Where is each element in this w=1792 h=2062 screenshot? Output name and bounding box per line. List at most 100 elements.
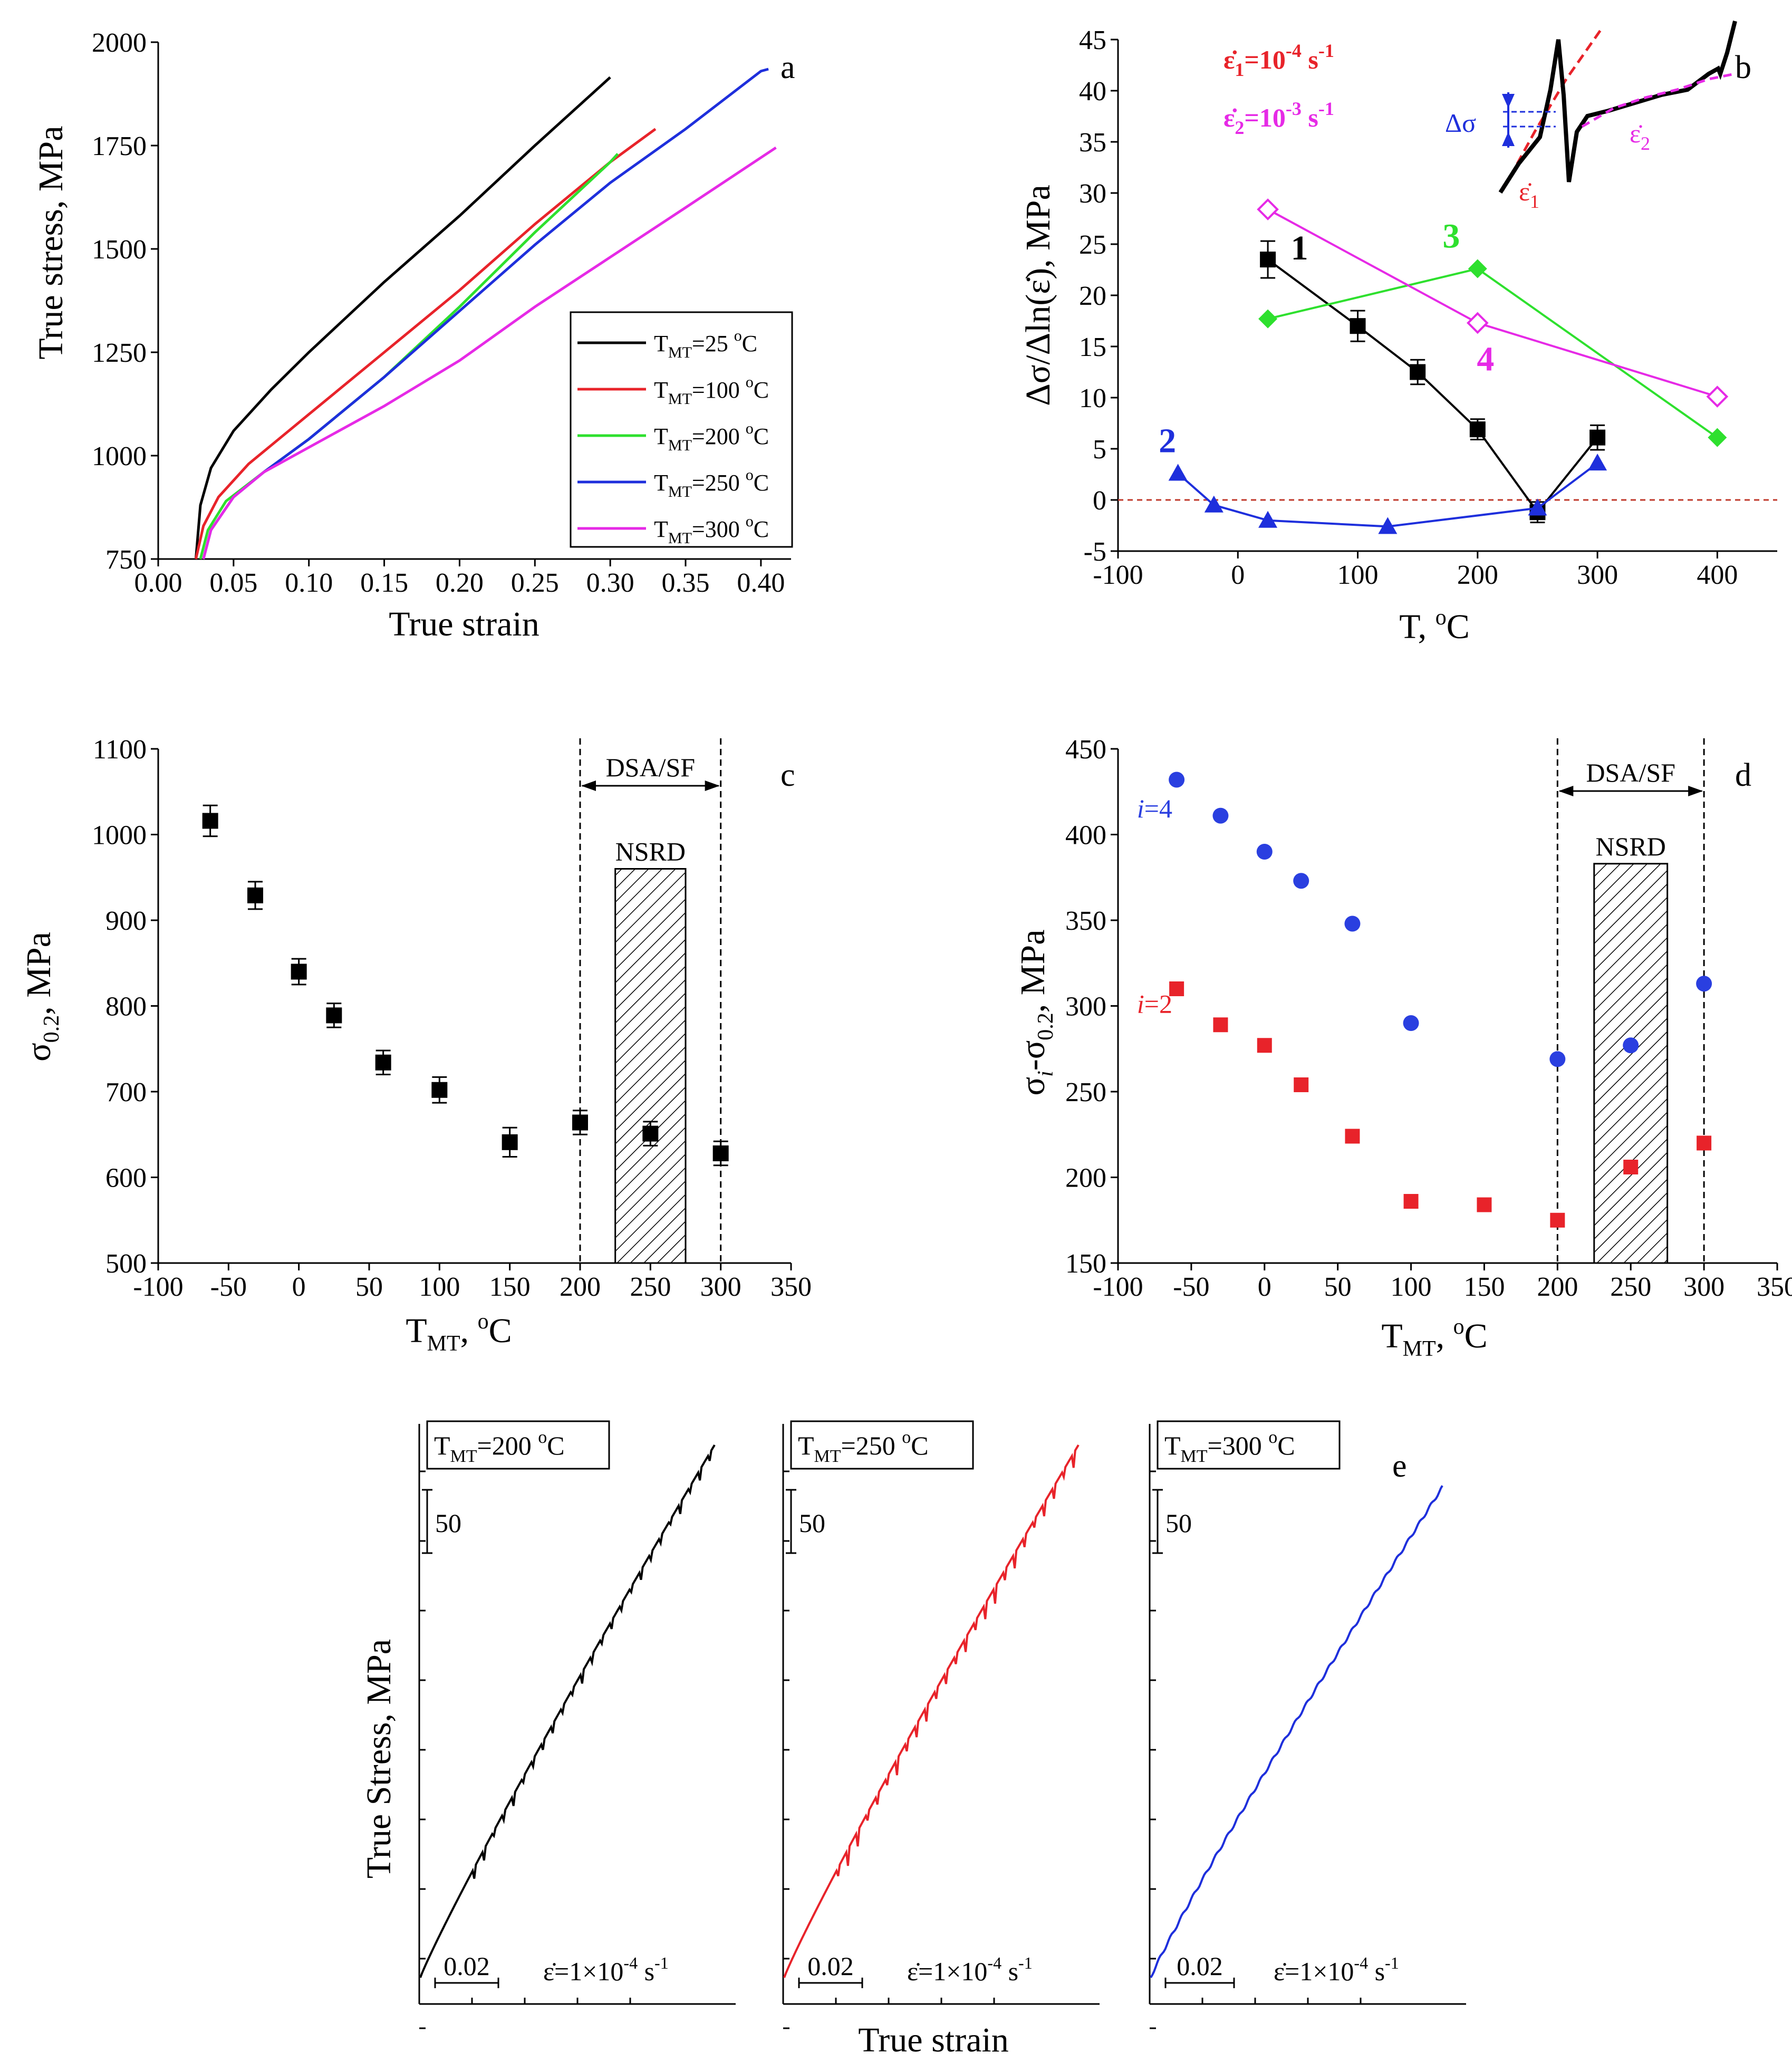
data-point [1258,510,1278,528]
x-tick-label: 250 [630,1272,671,1302]
panel-d-ylabel-rest: , MPa [1014,930,1052,1013]
panel-a-letter: a [781,50,795,85]
panel-title-deg: o [538,1428,547,1447]
y-tick-label: 25 [1079,230,1106,260]
panel-d-ylabel: σi-σ0.2, MPa [1014,930,1058,1096]
panel-c-xlabel-t: T [406,1312,427,1350]
panel-d-xlabel-sub: MT [1403,1337,1436,1361]
x-tick-label: -100 [1093,1272,1143,1302]
data-point [1468,259,1487,278]
x-tick-label: 0.05 [209,568,257,598]
stress-strain-curve [783,1444,1080,1978]
y-tick-label: 700 [105,1077,147,1107]
data-point [1469,421,1486,438]
panel-b-ylabel: Δσ/Δln(ε̇), MPa [1019,185,1057,406]
data-point [1589,429,1606,446]
data-point [1260,252,1276,268]
panel-title-t: T [798,1431,814,1460]
x-tick-label: -100 [133,1272,183,1302]
x-tick-label: 0.15 [360,568,408,598]
delta-arrow-head-top [1502,94,1515,108]
panel-title-unit: C [547,1431,564,1460]
x-tick-label: 0 [1231,560,1245,590]
inset-e1-sym: ε̇ [1519,177,1531,206]
legend-sub: MT [668,390,692,408]
y-tick-label: 15 [1079,332,1106,362]
legend-val: =300 [692,516,746,542]
y-tick-label: 450 [1065,735,1106,765]
data-point [1257,1038,1272,1053]
legend-val: =250 [692,470,746,496]
data-point [1204,495,1223,513]
legend-val: =200 [692,423,746,449]
y-tick-label: 30 [1079,179,1106,209]
x-tick-label: 0.30 [586,568,634,598]
y-tick-label: 600 [105,1163,147,1193]
panel-c-ylabel: σ0.2, MPa [20,932,64,1062]
data-point [1550,1212,1565,1228]
panel-d-xlabel-unit: C [1465,1317,1488,1355]
data-point [326,1007,342,1024]
legend-sub: MT [668,483,692,500]
x-tick-label: 300 [1577,560,1618,590]
legend-T: T [654,470,668,496]
legend-sub: MT [668,344,692,361]
rate2-unit-exp: -1 [1318,98,1334,119]
panel-d-letter: d [1735,757,1751,793]
rate2-sub: 2 [1235,117,1244,138]
inset-e2-sym: ε̇ [1630,119,1642,148]
legend-label: TMT=300 oC [654,513,769,547]
x-tick-label: 0.10 [285,568,333,598]
rate-exp: -4 [1354,1953,1368,1972]
stress-strain-curve [419,1444,716,1978]
data-point [712,1145,729,1161]
data-point [291,963,307,980]
x-tick-label: 50 [1324,1272,1352,1302]
y-tick-label: 40 [1079,76,1106,107]
y-tick-label: 500 [105,1249,147,1279]
data-point [247,887,263,903]
rate1-unit: s [1302,45,1318,74]
panel-title: TMT=300 oC [1164,1428,1295,1466]
panel-b-xlabel-deg: o [1435,605,1447,630]
panel-b-plot: -100 0 100 200 300 400 -5 0 5 10 15 20 25 30 35 40 45 1 2 3… [1079,25,1777,590]
x-tick-label: 100 [1337,560,1379,590]
stress-scalebar-label: 50 [1165,1508,1192,1538]
x-tick-label: -100 [1093,560,1143,590]
panel-a-ylabel: True stress, MPa [32,126,70,359]
series-label-1: 1 [1291,229,1308,267]
legend-deg: o [734,327,742,344]
data-point [1477,1197,1492,1212]
legend-val: =100 [692,377,746,403]
panel-c-xlabel-deg: o [478,1309,489,1334]
panel-c-ylabel-sub: 0.2 [40,1015,64,1043]
series-label-rest: =4 [1144,794,1172,823]
panel-c-xlabel: TMT, oC [406,1309,512,1356]
panel-title: TMT=200 oC [434,1428,565,1466]
legend-label: TMT=250 oC [654,466,769,500]
y-tick-label: 750 [105,545,147,575]
data-point [1169,772,1185,788]
stress-panel-300C: TMT=300 oC 50 0.02 ε̇=1×10-4 s-1 [1149,1420,1466,2029]
x-tick-label: -50 [210,1272,247,1302]
x-tick-label: 150 [1463,1272,1505,1302]
inset-magenta-dash [1581,72,1736,128]
panel-title-val: =200 [477,1431,538,1460]
panel-d-ylabel-sub2: 0.2 [1034,1013,1058,1040]
panel-title-box [1157,1420,1341,1470]
y-tick-label: 0 [1093,486,1106,516]
x-tick-label: 0 [1258,1272,1271,1302]
series-label-i4: i=4 [1137,794,1172,823]
data-point [642,1125,659,1142]
data-point [1708,428,1727,447]
panel-title-sub: MT [450,1447,477,1466]
rate-exp: -4 [987,1953,1001,1972]
legend-deg: o [746,420,754,437]
rate2-sym: ε̇ [1223,103,1237,132]
data-point [1293,873,1309,889]
data-point [1549,1051,1566,1067]
panel-d-plot: -100 -50 0 50 100 150 200 250 300 350 150 200 250 300… [1065,735,1792,1302]
hatch-label: NSRD [615,837,686,866]
panel-b-xlabel-t: T, [1399,608,1435,646]
